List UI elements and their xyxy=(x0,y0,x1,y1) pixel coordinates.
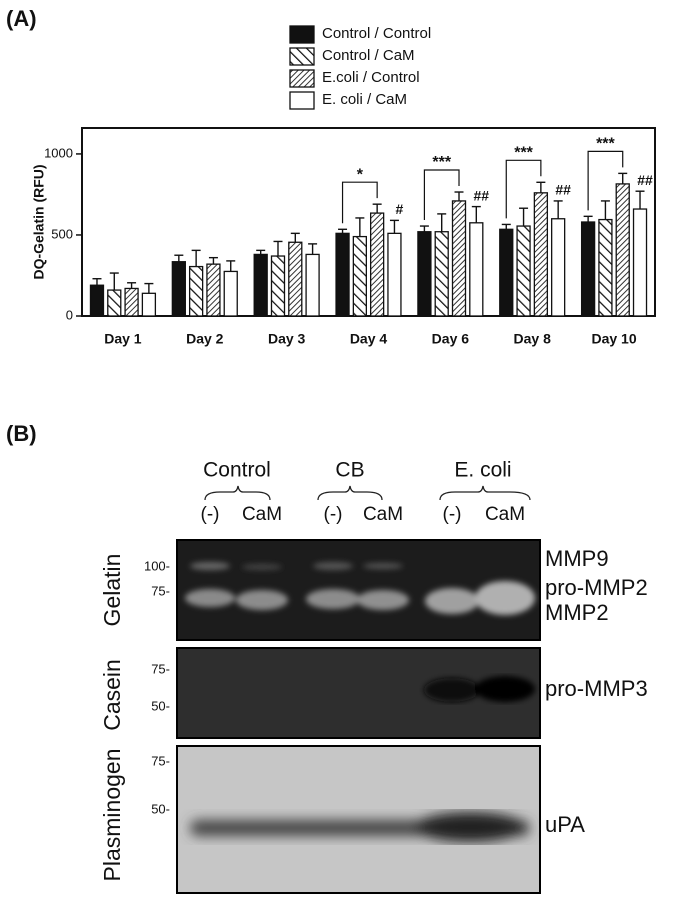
bar xyxy=(451,200,467,317)
significance-mark: *** xyxy=(432,154,451,171)
bar xyxy=(615,183,630,317)
lane-label: (-) xyxy=(201,504,220,525)
bar xyxy=(516,225,531,317)
lane-label: (-) xyxy=(443,504,462,525)
x-tick-label: Day 6 xyxy=(432,331,470,347)
lane-label: CaM xyxy=(242,504,282,525)
group-label: Control xyxy=(203,459,271,482)
band-label: uPA xyxy=(545,812,585,837)
bar xyxy=(124,287,139,317)
x-tick-label: Day 10 xyxy=(591,331,636,347)
significance-mark: ## xyxy=(474,187,490,203)
legend-swatch xyxy=(289,91,315,110)
group-label: CB xyxy=(335,459,364,482)
bar xyxy=(270,255,286,317)
gel-label: Casein xyxy=(99,659,125,731)
significance-mark: *** xyxy=(596,136,615,153)
significance-mark: ## xyxy=(555,182,571,198)
bar xyxy=(417,231,432,317)
y-tick-label: 0 xyxy=(66,307,73,322)
band-label: pro-MMP2 xyxy=(545,575,648,600)
x-tick-label: Day 2 xyxy=(186,331,224,347)
bar xyxy=(89,284,105,317)
significance-mark: * xyxy=(357,166,364,183)
legend-swatch xyxy=(289,47,315,66)
bar xyxy=(141,292,157,317)
legend-label: E.coli / Control xyxy=(322,69,420,86)
bar xyxy=(188,265,204,317)
bar xyxy=(305,253,320,317)
size-marker: 100- xyxy=(144,558,170,573)
casein-bands xyxy=(424,676,535,702)
bar xyxy=(171,261,186,317)
lane-label: (-) xyxy=(324,504,343,525)
bar xyxy=(352,235,368,317)
bar xyxy=(434,231,449,317)
significance-bracket xyxy=(505,159,542,219)
significance-mark: ## xyxy=(637,172,653,188)
legend-label: Control / Control xyxy=(322,25,431,42)
size-marker: 75- xyxy=(151,753,170,768)
y-tick-label: 500 xyxy=(51,226,73,241)
plot-frame xyxy=(81,127,656,317)
bar xyxy=(533,192,549,317)
size-marker: 50- xyxy=(151,801,170,816)
legend-label: E. coli / CaM xyxy=(322,91,407,108)
legend-label: Control / CaM xyxy=(322,47,415,64)
group-label: E. coli xyxy=(454,459,511,482)
gel-label: Plasminogen xyxy=(99,749,125,882)
bar xyxy=(551,218,566,317)
legend-swatch xyxy=(289,25,315,44)
gelatin-bands xyxy=(185,562,535,615)
bar xyxy=(598,218,613,317)
significance-mark: # xyxy=(396,201,404,217)
bar xyxy=(288,241,303,317)
significance-bracket xyxy=(587,150,624,211)
bar xyxy=(499,228,514,317)
x-tick-label: Day 3 xyxy=(268,331,306,347)
x-tick-label: Day 4 xyxy=(350,331,388,347)
bar xyxy=(253,253,268,317)
size-marker: 50- xyxy=(151,698,170,713)
band-label: MMP2 xyxy=(545,600,609,625)
bar xyxy=(335,232,350,317)
band-label: pro-MMP3 xyxy=(545,676,648,701)
significance-bracket xyxy=(423,169,460,221)
significance-bracket xyxy=(341,181,378,224)
y-tick-label: 1000 xyxy=(44,145,73,160)
bar xyxy=(223,270,238,317)
panel-label: (B) xyxy=(6,421,37,446)
group-braces xyxy=(204,485,531,501)
x-tick-label: Day 1 xyxy=(104,331,142,347)
panel-label: (A) xyxy=(6,6,37,31)
bar xyxy=(580,221,596,317)
bar xyxy=(369,212,385,317)
bar xyxy=(206,263,221,317)
y-axis-title: DQ-Gelatin (RFU) xyxy=(31,164,47,279)
size-marker: 75- xyxy=(151,583,170,598)
plasminogen-bands xyxy=(190,812,530,842)
gel-label: Gelatin xyxy=(99,554,125,627)
bar xyxy=(387,232,402,317)
bar xyxy=(632,208,648,317)
band-label: MMP9 xyxy=(545,546,609,571)
x-tick-label: Day 8 xyxy=(514,331,552,347)
bar xyxy=(107,289,122,317)
bar xyxy=(469,222,484,317)
size-marker: 75- xyxy=(151,661,170,676)
significance-mark: *** xyxy=(514,145,533,162)
lane-label: CaM xyxy=(363,504,403,525)
lane-label: CaM xyxy=(485,504,525,525)
legend-swatch xyxy=(289,69,315,88)
